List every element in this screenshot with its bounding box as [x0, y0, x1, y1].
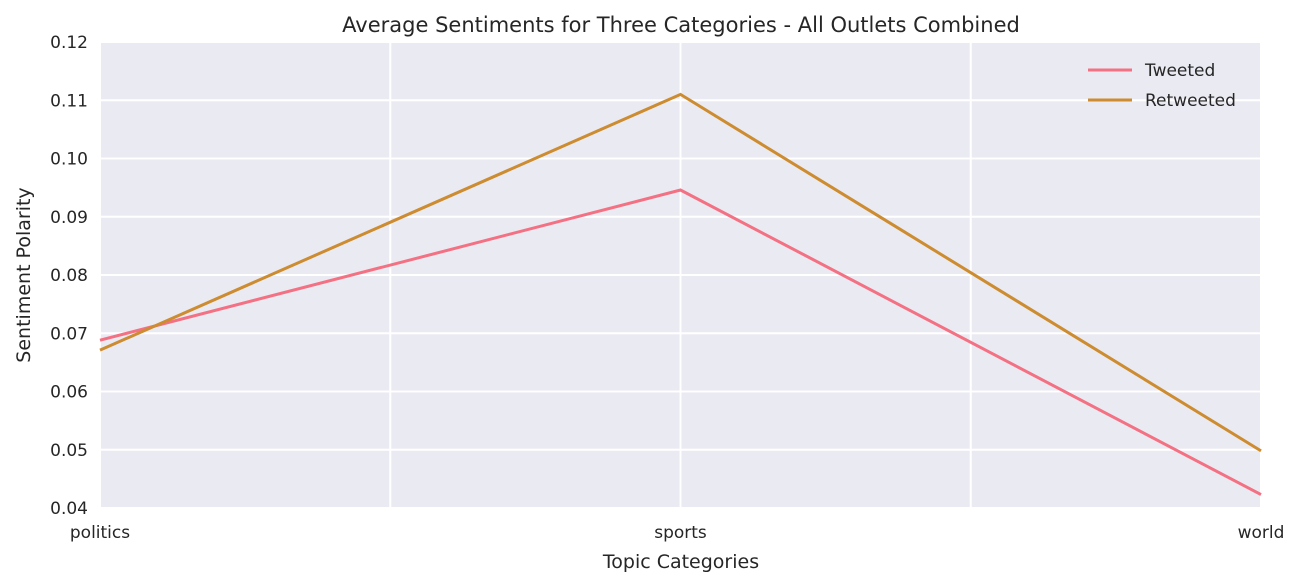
series-line-tweeted	[99, 188, 1262, 496]
y-tick-labels: 0.04 0.05 0.06 0.07 0.08 0.09 0.10 0.11 0.12	[50, 33, 88, 519]
series-line-retweeted	[99, 92, 1262, 453]
y-tick-label: 0.06	[50, 383, 88, 403]
y-tick-label: 0.08	[50, 266, 88, 286]
gridlines	[99, 41, 1262, 509]
y-tick-label: 0.10	[50, 150, 88, 170]
y-axis-label: Sentiment Polarity	[13, 187, 35, 362]
y-tick-label: 0.04	[50, 499, 88, 519]
legend-label-retweeted: Retweeted	[1145, 91, 1236, 111]
x-tick-labels: politics sports world	[70, 523, 1285, 543]
y-tick-label: 0.07	[50, 324, 88, 344]
y-tick-label: 0.09	[50, 208, 88, 228]
x-tick-label: world	[1238, 523, 1285, 543]
x-tick-label: sports	[654, 523, 707, 543]
y-tick-label: 0.12	[50, 33, 88, 53]
x-tick-label: politics	[70, 523, 130, 543]
y-tick-label: 0.11	[50, 91, 88, 111]
legend: Tweeted Retweeted	[1088, 61, 1236, 111]
legend-label-tweeted: Tweeted	[1144, 61, 1215, 81]
chart-title: Average Sentiments for Three Categories …	[342, 13, 1020, 37]
series-lines	[99, 92, 1262, 496]
x-axis-label: Topic Categories	[602, 551, 759, 573]
y-tick-label: 0.05	[50, 441, 88, 461]
